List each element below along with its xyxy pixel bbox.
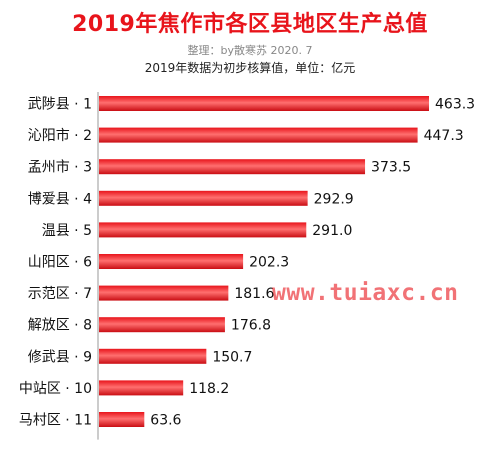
bar	[99, 190, 308, 206]
value-label: 202.3	[249, 255, 289, 271]
category-label: 解放区 · 8	[28, 318, 92, 334]
category-label: 马村区 · 11	[19, 413, 92, 429]
chart-subtitle: 整理：by散寒苏 2020. 7	[187, 44, 313, 57]
bar	[99, 159, 366, 175]
value-label: 181.6	[234, 286, 274, 302]
value-label: 292.9	[314, 191, 354, 207]
bar	[99, 285, 229, 301]
category-label: 武陟县 · 1	[28, 97, 92, 113]
value-label: 373.5	[371, 160, 411, 176]
bar	[99, 222, 307, 238]
value-label: 176.8	[231, 318, 271, 334]
bar	[99, 380, 184, 396]
category-label: 温县 · 5	[42, 223, 92, 239]
bar	[99, 412, 145, 427]
value-label: 150.7	[212, 349, 252, 365]
category-label: 山阳区 · 6	[28, 255, 92, 271]
category-label: 修武县 · 9	[28, 349, 92, 365]
bar	[99, 127, 418, 143]
value-label: 463.3	[435, 97, 475, 113]
bar	[99, 254, 244, 269]
watermark-text: www.tuiaxc.cn	[272, 280, 459, 306]
value-label: 118.2	[189, 381, 229, 397]
value-label: 63.6	[150, 413, 181, 429]
category-label: 中站区 · 10	[19, 381, 92, 397]
bar	[99, 348, 207, 364]
chart-note: 2019年数据为初步核算值，单位：亿元	[144, 61, 356, 75]
category-label: 博爱县 · 4	[28, 190, 92, 207]
bar	[99, 96, 429, 111]
chart-title: 2019年焦作市各区县地区生产总值	[72, 12, 428, 37]
value-label: 447.3	[424, 128, 464, 144]
bar	[99, 317, 225, 333]
category-label: 沁阳市 · 2	[28, 127, 92, 144]
value-label: 291.0	[312, 223, 352, 239]
category-label: 示范区 · 7	[28, 285, 92, 302]
category-label: 孟州市 · 3	[28, 159, 92, 176]
